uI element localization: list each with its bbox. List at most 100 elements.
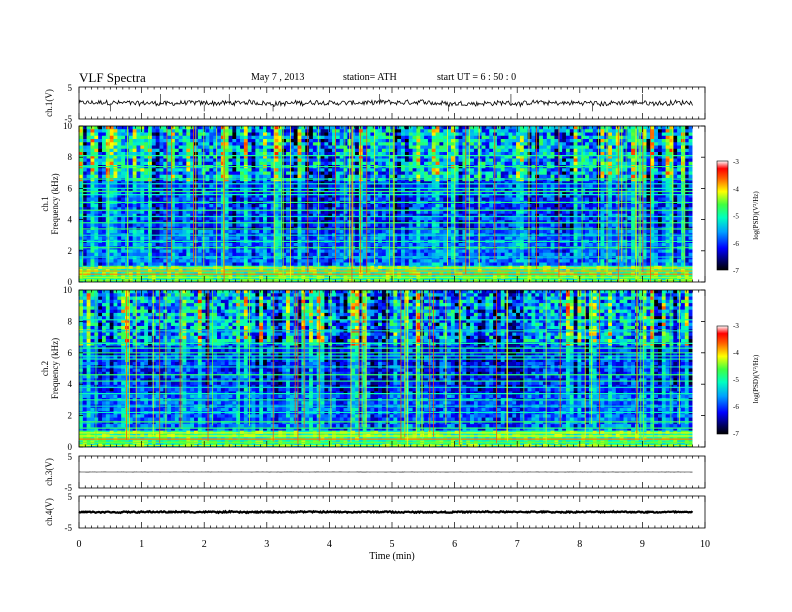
ch1-spectrogram-cell — [113, 197, 118, 202]
ch1-spectrogram-cell — [90, 197, 95, 202]
ch1-spectrogram-cell — [297, 171, 302, 176]
ch1-spectrogram-cell — [293, 217, 298, 221]
ch1-spectrogram-cell — [378, 187, 383, 192]
ch1-spectrogram-cell — [539, 152, 544, 156]
ch1-spectrogram-cell — [171, 220, 176, 224]
ch1-spectrogram-cell — [519, 129, 525, 133]
ch1-spectrogram-cell — [301, 191, 306, 195]
ch1-spectrogram-cell — [240, 132, 245, 137]
ch1-spectrogram-cell — [332, 194, 337, 198]
ch1-spectrogram-cell — [355, 220, 360, 224]
ch1-spectrogram-cell — [657, 178, 663, 182]
ch1-spectrogram-cell — [263, 142, 268, 146]
ch1-spectrogram-cell — [523, 168, 528, 172]
ch1-spectrogram-cell — [657, 223, 663, 228]
ch1-spectrogram-cell — [79, 174, 84, 179]
ch1-spectrogram-cell — [86, 155, 91, 159]
ch1-spectrogram-cell — [546, 161, 551, 166]
ch1-spectrogram-cell — [374, 168, 379, 172]
ch1-spectrogram-cell — [443, 217, 448, 221]
ch1-spectrogram-cell — [128, 191, 133, 195]
ch1-spectrogram-cell — [408, 135, 413, 140]
ch1-spectrogram-cell — [673, 148, 678, 153]
ch1-spectrogram-cell — [404, 135, 410, 140]
ch1-spectrogram-cell — [508, 132, 513, 137]
ch1-spectrogram-cell — [623, 155, 628, 159]
ch1-spectrogram-cell — [224, 148, 229, 153]
ch1-spectrogram-cell — [109, 191, 114, 195]
ch1-spectrogram-cell — [251, 174, 256, 179]
ch1-spectrogram-cell — [232, 220, 237, 224]
ch1-spectrogram-cell — [140, 181, 145, 185]
ch1-spectrogram-cell — [573, 191, 578, 195]
ch1-spectrogram-cell — [163, 135, 168, 140]
ch1-spectrogram-cell — [178, 197, 183, 202]
ch1-spectrogram-cell — [309, 171, 314, 176]
ch1-spectrogram-cell — [243, 139, 248, 143]
ch1-spectrogram-cell — [339, 210, 344, 215]
ch1-spectrogram-cell — [171, 210, 176, 215]
ch1-spectrogram-cell — [454, 126, 459, 130]
ch1-spectrogram-cell — [562, 152, 567, 156]
ch1-spectrogram-cell — [282, 132, 287, 137]
ch1-spectrogram-cell — [159, 132, 164, 137]
ch1-spectrogram-cell — [220, 207, 225, 211]
ch1-spectrogram-cell — [197, 207, 202, 211]
ch1-spectrogram-cell — [155, 191, 160, 195]
ch1-spectrogram-cell — [136, 210, 141, 215]
ch1-spectrogram-cell — [539, 148, 544, 153]
ch1-spectrogram-cell — [370, 174, 375, 179]
ch1-spectrogram-cell — [324, 155, 329, 159]
ch1-spectrogram-cell — [243, 213, 248, 218]
ch1-spectrogram-cell — [82, 197, 87, 202]
ch1-spectrogram-cell — [435, 171, 440, 176]
ch1-spectrogram-cell — [255, 171, 260, 176]
ch1-spectrogram-cell — [155, 197, 160, 202]
ch1-spectrogram-cell — [608, 148, 613, 153]
ch1-spectrogram-cell — [665, 223, 670, 228]
ch1-spectrogram-cell — [542, 184, 548, 189]
ch1-spectrogram-cell — [370, 158, 375, 163]
ch1-spectrogram-cell — [224, 197, 229, 202]
ch1-spectrogram-cell — [320, 174, 325, 179]
ch1-spectrogram-cell — [611, 161, 617, 166]
ch1-spectrogram-cell — [378, 132, 383, 137]
ch1-spectrogram-cell — [98, 161, 103, 166]
ch1-spectrogram-cell — [94, 178, 99, 182]
ch1-spectrogram-cell — [286, 161, 291, 166]
ch1-spectrogram-cell — [677, 210, 682, 215]
ch1-spectrogram-cell — [320, 210, 325, 215]
ch1-spectrogram-cell — [366, 139, 371, 143]
ch1-spectrogram-cell — [151, 145, 156, 150]
ch1-spectrogram-cell — [611, 187, 617, 192]
ch1-spectrogram-cell — [98, 171, 103, 176]
ch1-spectrogram-cell — [289, 139, 295, 143]
ch1-spectrogram-cell — [627, 142, 632, 146]
ch1-spectrogram-cell — [370, 168, 375, 172]
ch1-spectrogram-cell — [266, 184, 272, 189]
ch1-spectrogram-cell — [657, 171, 663, 176]
ch1-spectrogram-cell — [355, 207, 360, 211]
ch1-spectrogram-cell — [397, 135, 402, 140]
ch1-spectrogram-cell — [657, 181, 663, 185]
ch1-spectrogram-cell — [243, 184, 248, 189]
ch1-spectrogram-cell — [381, 174, 387, 179]
ch1-spectrogram-cell — [243, 187, 248, 192]
ch1-spectrogram-cell — [416, 129, 421, 133]
ch1-spectrogram-cell — [485, 174, 490, 179]
ch1-spectrogram-cell — [546, 129, 551, 133]
ch1-spectrogram-cell — [94, 158, 99, 163]
ch1-spectrogram-cell — [90, 171, 95, 176]
ch1-spectrogram-cell — [439, 187, 444, 192]
ch1-spectrogram-cell — [117, 171, 122, 176]
ch1-spectrogram-cell — [642, 132, 647, 137]
ch1-spectrogram-cell — [401, 132, 406, 137]
ch1-spectrogram-cell — [270, 207, 275, 211]
ch1-spectrogram-cell — [661, 158, 666, 163]
ch1-spectrogram-cell — [381, 132, 387, 137]
ch1-spectrogram-cell — [282, 210, 287, 215]
ch1-spectrogram-cell — [312, 132, 318, 137]
ch1-spectrogram-cell — [324, 204, 329, 208]
ch1-spectrogram-cell — [435, 197, 440, 202]
ch1-spectrogram-cell — [397, 155, 402, 159]
